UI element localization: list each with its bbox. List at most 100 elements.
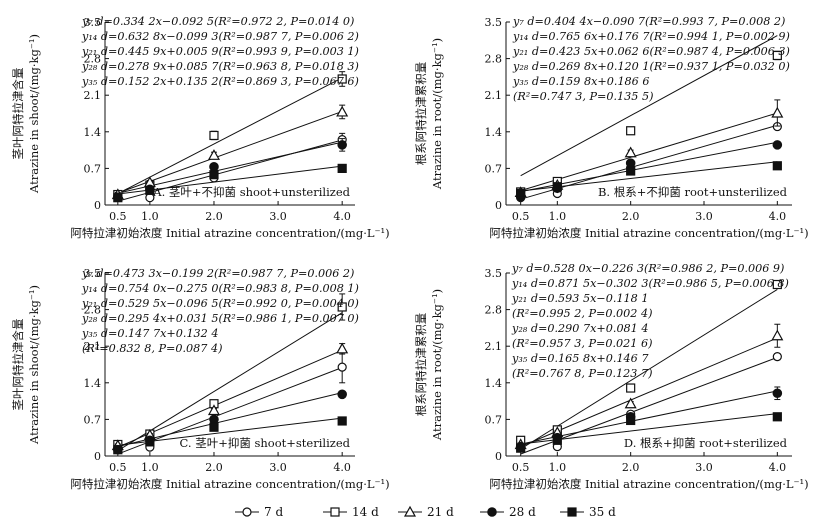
regression-equation: y₂₁ d=0.529 5x−0.096 5(R²=0.992 0, P=0.0…: [81, 297, 359, 310]
y-axis-label: Atrazine in root/(mg·kg⁻¹): [430, 38, 444, 190]
data-point-7d: [772, 352, 782, 362]
data-point-21d: [624, 397, 637, 409]
x-tick-label: 0.5: [109, 461, 127, 474]
legend-label: 21 d: [427, 505, 454, 519]
legend-marker-21d: [403, 505, 417, 517]
regression-equation: (R²=0.747 3, P=0.135 5): [513, 90, 653, 103]
data-point-7d: [337, 362, 347, 372]
regression-line-7d: [520, 356, 778, 455]
regression-equation: y₂₈ d=0.290 7x+0.081 4: [511, 322, 648, 335]
x-axis-label: 阿特拉津初始浓度 Initial atrazine concentration/…: [489, 226, 808, 240]
panel-label: A. 茎叶+不抑菌 shoot+unsterilized: [152, 185, 350, 199]
y-tick-label: 2.8: [485, 304, 503, 317]
x-axis-label: 阿特拉津初始浓度 Initial atrazine concentration/…: [70, 226, 389, 240]
data-point-21d: [207, 149, 220, 160]
data-point-28d: [209, 414, 219, 425]
data-point-14d: [337, 302, 347, 312]
data-point-21d: [771, 329, 784, 341]
y-tick-label: 0.7: [485, 413, 503, 426]
data-point-35d: [626, 166, 636, 176]
regression-equation: y₁₄ d=0.871 5x−0.302 3(R²=0.986 5, P=0.0…: [511, 277, 789, 290]
y-tick-label: 0.7: [485, 162, 503, 175]
x-tick-label: 2.0: [205, 461, 223, 474]
y-tick-label: 0: [94, 199, 101, 212]
y-tick-label: 2.8: [84, 304, 102, 317]
regression-equation: y₇ d=0.528 0x−0.226 3(R²=0.986 2, P=0.00…: [511, 262, 784, 275]
data-point-35d: [209, 170, 219, 180]
regression-equation: y₂₈ d=0.278 9x+0.085 7(R²=0.963 8, P=0.0…: [81, 60, 359, 73]
data-point-28d: [337, 140, 347, 150]
regression-line-21d: [520, 112, 778, 192]
y-axis-label: Atrazine in shoot/(mg·kg⁻¹): [27, 285, 41, 445]
y-axis-label: 茎叶阿特拉津含量: [11, 68, 25, 160]
chart-panel-2: 0 0.7 1.4 2.1 2.8 3.5 0.5 1.0 2.0 3.0 4.0 阿特拉津初始浓度 …: [11, 267, 390, 491]
legend-label: 35 d: [589, 505, 616, 519]
data-point-35d: [113, 445, 123, 455]
regression-line-14d: [520, 35, 778, 177]
x-tick-label: 4.0: [769, 461, 787, 474]
data-point-35d: [516, 443, 526, 453]
regression-equation: y₂₁ d=0.423 5x+0.062 6(R²=0.987 4, P=0.0…: [512, 45, 790, 58]
y-axis-label: Atrazine in shoot/(mg·kg⁻¹): [27, 34, 41, 194]
data-point-35d: [145, 437, 155, 447]
regression-line-35d: [520, 413, 778, 445]
regression-line-14d: [117, 312, 343, 452]
regression-equation: y₂₈ d=0.295 4x+0.031 5(R²=0.986 1, P=0.0…: [81, 312, 359, 325]
y-tick-label: 2.8: [485, 53, 503, 66]
regression-equation: y₂₈ d=0.269 8x+0.120 1(R²=0.937 1, P=0.0…: [512, 60, 790, 73]
x-axis-label: 阿特拉津初始浓度 Initial atrazine concentration/…: [70, 477, 389, 491]
data-point-14d: [626, 126, 636, 136]
regression-line-35d: [520, 161, 778, 192]
regression-line-28d: [117, 392, 343, 448]
y-tick-label: 2.1: [84, 89, 102, 102]
x-tick-label: 3.0: [695, 210, 713, 223]
y-axis-label: 根系阿特拉津累积量: [414, 62, 428, 166]
x-tick-label: 1.0: [141, 461, 159, 474]
data-point-35d: [145, 185, 155, 195]
y-tick-label: 1.4: [84, 126, 102, 139]
regression-equation: y₇ d=0.473 3x−0.199 2(R²=0.987 7, P=0.00…: [81, 267, 354, 280]
regression-line-28d: [520, 390, 778, 445]
chart-panel-1: 0 0.7 1.4 2.1 2.8 3.5 0.5 1.0 2.0 3.0 4.0 阿特拉津初始浓度 …: [414, 15, 809, 240]
x-tick-label: 1.0: [549, 210, 567, 223]
y-axis-label: 根系阿特拉津累积量: [414, 313, 428, 417]
regression-line-28d: [520, 141, 778, 193]
y-tick-label: 0.7: [84, 162, 102, 175]
regression-equation: y₁₄ d=0.765 6x+0.176 7(R²=0.994 1, P=0.0…: [512, 30, 790, 43]
y-tick-label: 3.5: [485, 16, 503, 29]
data-point-14d: [337, 74, 347, 84]
regression-equation: y₃₅ d=0.147 7x+0.132 4: [81, 327, 218, 340]
regression-equation: y₁₄ d=0.632 8x−0.099 3(R²=0.987 7, P=0.0…: [81, 30, 359, 43]
data-point-28d: [772, 388, 783, 399]
data-point-35d: [516, 188, 526, 199]
regression-equation: y₁₄ d=0.754 0x−0.275 0(R²=0.983 8, P=0.0…: [81, 282, 359, 295]
legend-marker-7d: [242, 507, 252, 517]
regression-line-21d: [117, 349, 343, 448]
data-point-35d: [337, 163, 347, 173]
panel-label: B. 根系+不抑菌 root+unsterilized: [598, 185, 788, 199]
regression-line-35d: [117, 417, 343, 446]
y-tick-label: 2.1: [485, 340, 503, 353]
data-point-28d: [337, 389, 347, 400]
regression-line-14d: [520, 288, 778, 450]
data-point-35d: [337, 416, 347, 426]
regression-line-35d: [117, 165, 343, 195]
data-point-35d: [552, 435, 562, 445]
data-point-35d: [209, 422, 219, 432]
x-tick-label: 0.5: [512, 210, 530, 223]
y-tick-label: 0.7: [84, 413, 102, 426]
y-tick-label: 1.4: [485, 126, 503, 139]
panel-label: D. 根系+抑菌 root+sterilized: [624, 436, 788, 450]
x-tick-label: 3.0: [269, 210, 287, 223]
y-tick-label: 2.1: [84, 340, 102, 353]
regression-line-7d: [520, 124, 778, 200]
data-point-14d: [772, 279, 782, 290]
data-point-35d: [552, 182, 562, 192]
legend-marker-35d: [567, 507, 577, 517]
chart-panel-0: 0 0.7 1.4 2.1 2.8 3.5 0.5 1.0 2.0 3.0 4.0 阿特拉津初始浓度 …: [11, 15, 390, 240]
legend-marker-14d: [330, 507, 340, 517]
regression-equation: (R²=0.767 8, P=0.123 7): [512, 367, 652, 380]
regression-equation: (R²=0.995 2, P=0.002 4): [512, 307, 652, 320]
data-point-14d: [209, 130, 219, 141]
